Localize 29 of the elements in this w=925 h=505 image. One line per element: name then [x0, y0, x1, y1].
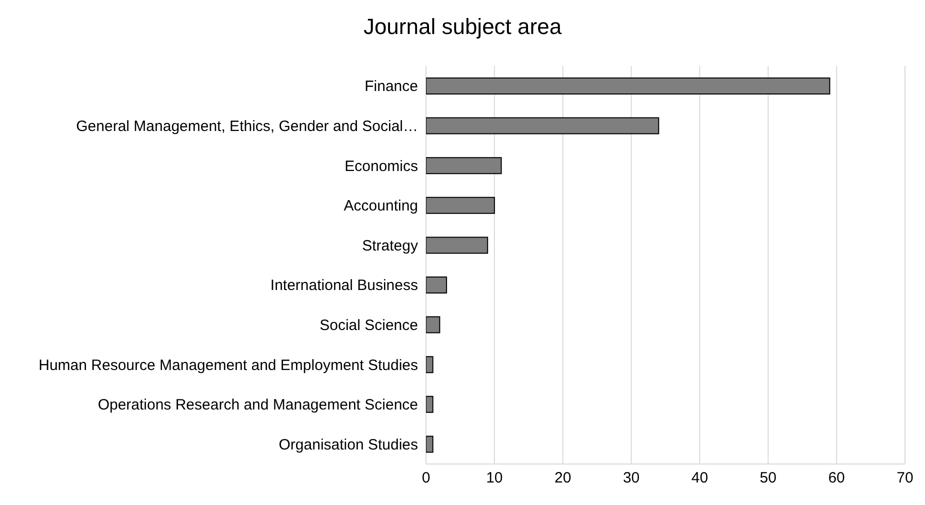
y-tick-label: Economics: [344, 158, 418, 175]
bar: [426, 316, 440, 334]
y-tick-label: Strategy: [362, 237, 418, 254]
bar: [426, 276, 448, 294]
x-tick-label: 30: [622, 470, 640, 487]
y-tick-label: Human Resource Management and Employment Studies: [38, 356, 418, 374]
bar: [426, 196, 495, 214]
y-tick-label: General Management, Ethics, Gender and Social…: [76, 118, 418, 136]
y-tick-label: Organisation Studies: [278, 436, 418, 454]
bar: [426, 236, 488, 254]
x-tick-label: 20: [554, 470, 572, 487]
bar: [426, 396, 434, 413]
x-tick-label: 70: [896, 470, 914, 487]
y-tick-label: Operations Research and Management Science: [98, 396, 418, 414]
bar: [426, 117, 660, 134]
chart-title: Journal subject area: [362, 13, 563, 41]
y-tick-label: International Business: [270, 277, 418, 294]
x-tick-label: 50: [760, 470, 776, 487]
x-tick-label: 0: [422, 470, 430, 487]
y-tick-label: Accounting: [344, 198, 418, 215]
bar: [426, 78, 830, 94]
bar: [426, 157, 502, 174]
bar: [426, 436, 434, 453]
bar: [426, 356, 434, 374]
x-tick-label: 60: [828, 470, 845, 487]
x-tick-label: 40: [691, 470, 708, 487]
x-tick-label: 10: [486, 470, 503, 487]
y-tick-label: Social Science: [320, 317, 418, 334]
y-tick-label: Finance: [364, 78, 418, 96]
